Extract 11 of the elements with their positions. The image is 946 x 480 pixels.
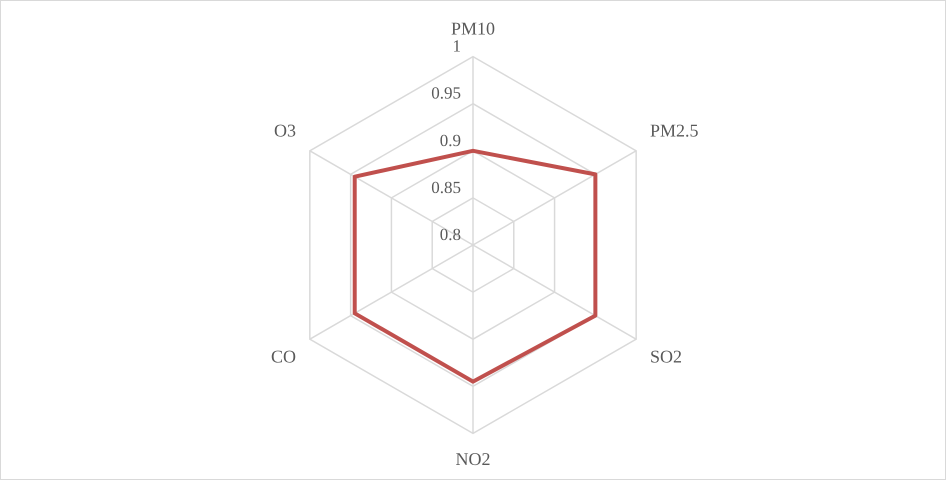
spoke-label: SO2 <box>650 346 682 367</box>
spoke-label: NO2 <box>456 448 490 469</box>
y-tick-label: 0.85 <box>431 178 461 197</box>
spoke-label: O3 <box>274 120 296 141</box>
spoke-label: CO <box>270 346 296 367</box>
y-tick-label: 0.95 <box>431 84 461 103</box>
y-tick-label: 0.8 <box>440 224 461 244</box>
spoke-label: PM10 <box>450 18 496 39</box>
spoke-label: PM2.5 <box>650 120 699 141</box>
y-tick-label: 1 <box>452 36 461 56</box>
y-tick-label: 0.9 <box>440 130 461 150</box>
